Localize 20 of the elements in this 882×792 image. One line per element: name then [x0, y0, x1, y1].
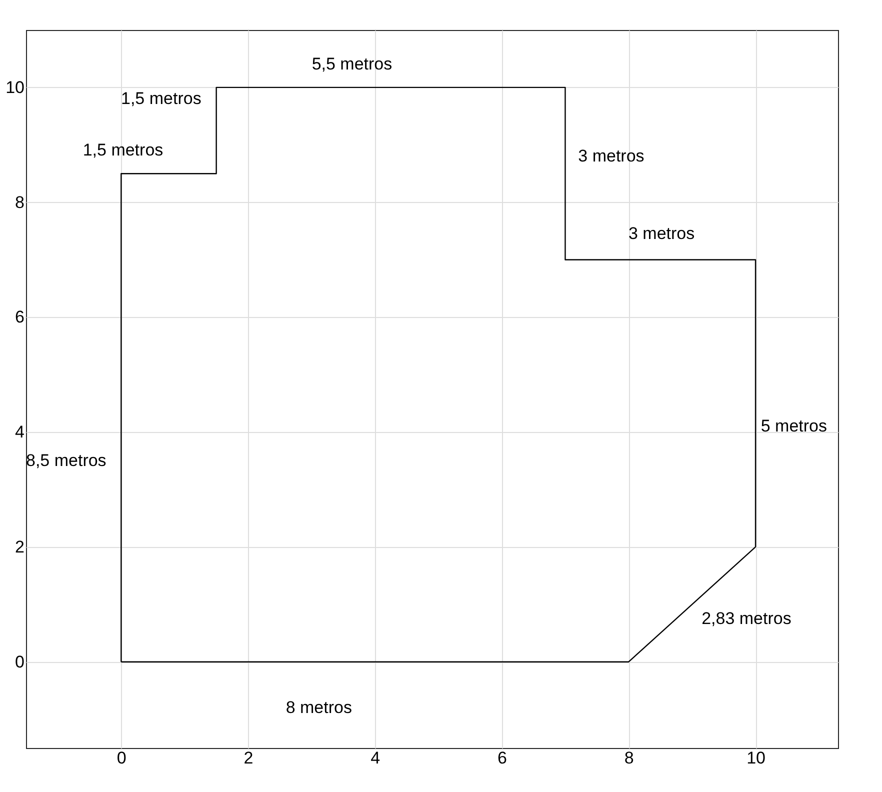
- x-tick-label: 4: [370, 748, 380, 768]
- annotation: 3 metros: [628, 224, 695, 243]
- annotation: 5,5 metros: [312, 54, 392, 74]
- x-tick-label: 2: [244, 748, 254, 768]
- annotation: 8 metros: [286, 698, 352, 717]
- annotation: 2,83 metros: [702, 608, 792, 628]
- y-tick-label: 8: [15, 192, 24, 212]
- annotation: 5 metros: [760, 416, 827, 436]
- y-tick-label: 0: [15, 652, 24, 672]
- x-tick-label: 0: [116, 748, 126, 768]
- y-tick-label: 4: [15, 422, 24, 442]
- annotation: 1,5 metros: [121, 88, 202, 108]
- x-tick-label: 6: [498, 748, 508, 768]
- x-tick-label: 8: [624, 748, 634, 768]
- annotation: 1,5 metros: [82, 140, 164, 160]
- y-tick-label: 6: [15, 308, 24, 327]
- y-tick-label: 10: [6, 78, 24, 97]
- y-tick-label: 2: [15, 537, 24, 556]
- annotation: 3 metros: [578, 146, 644, 166]
- x-tick-label: 10: [746, 748, 766, 768]
